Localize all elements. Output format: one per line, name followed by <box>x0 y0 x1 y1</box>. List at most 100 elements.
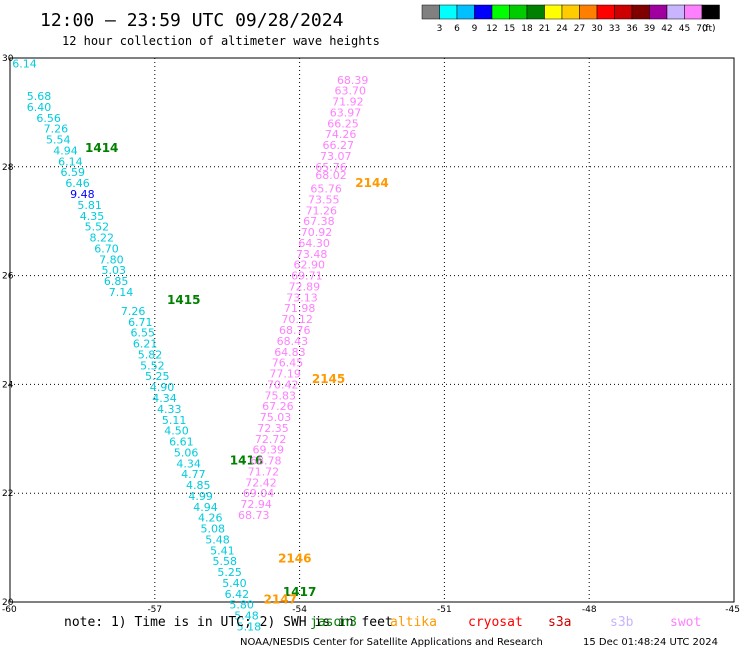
wave-height-label: 5.80 <box>229 599 254 612</box>
wave-height-label: 65.76 <box>310 183 342 196</box>
footer-timestamp: 15 Dec 01:48:24 UTC 2024 <box>583 637 718 648</box>
wave-height-label: 73.55 <box>308 193 340 206</box>
track-number-label: 1415 <box>167 293 200 307</box>
wave-height-label: 6.14 <box>12 57 37 70</box>
track-number-label: 1416 <box>230 454 263 468</box>
y-tick-label: 28 <box>2 163 14 173</box>
wave-height-label: 4.94 <box>53 144 78 157</box>
series-swot: 68.3963.7071.9263.9766.2574.2666.2773.07… <box>238 74 389 607</box>
wave-height-label: 71.26 <box>306 204 338 217</box>
wave-height-label: 6.61 <box>169 436 194 449</box>
colorbar-label: 21 <box>539 24 550 34</box>
wave-height-label: 4.35 <box>80 210 105 223</box>
wave-height-label: 4.33 <box>157 403 182 416</box>
wave-height-label: 64.30 <box>298 237 330 250</box>
wave-height-label: 5.52 <box>140 359 165 372</box>
track-number-label: 2146 <box>278 551 311 565</box>
colorbar-label: 3 <box>437 24 443 34</box>
track-number-label: 2144 <box>355 176 388 190</box>
wave-height-label: 5.08 <box>200 523 225 536</box>
wave-height-label: 68.78 <box>250 455 282 468</box>
wave-height-label: 4.34 <box>152 392 177 405</box>
legend-entry-altika: altika <box>390 615 437 630</box>
colorbar-swatch <box>684 4 703 20</box>
y-tick-label: 30 <box>2 54 14 64</box>
footer-note: note: 1) Time is in UTC; 2) SWH is in fe… <box>64 615 393 630</box>
y-tick-label: 26 <box>2 272 14 282</box>
x-tick-label: -51 <box>437 605 452 615</box>
colorbar-swatch <box>631 4 650 20</box>
wave-height-label: 5.25 <box>217 566 242 579</box>
wave-height-label: 68.43 <box>277 335 309 348</box>
colorbar-swatch <box>421 4 440 20</box>
wave-height-label: 62.90 <box>294 259 326 272</box>
wave-height-label: 6.40 <box>27 101 52 114</box>
wave-height-label: 6.85 <box>104 275 129 288</box>
wave-height-label: 4.85 <box>186 479 211 492</box>
colorbar-label: 45 <box>679 24 690 34</box>
wave-height-label: 77.19 <box>269 368 301 381</box>
wave-height-label: 66.25 <box>327 117 359 130</box>
wave-height-label: 72.42 <box>245 476 277 489</box>
wave-height-label: 72.35 <box>257 422 289 435</box>
colorbar-label: (ft) <box>702 24 716 34</box>
data-marks: 6.145.686.406.567.265.544.946.146.596.46… <box>12 57 388 633</box>
wave-height-label: 6.70 <box>94 242 119 255</box>
colorbar-swatch <box>596 4 615 20</box>
wave-height-label: 67.26 <box>262 400 294 413</box>
wave-height-label: 5.54 <box>46 134 71 147</box>
wave-height-label: 6.21 <box>133 338 158 351</box>
wave-height-label: 5.82 <box>138 348 163 361</box>
wave-height-label: 5.25 <box>145 370 170 383</box>
wave-height-label: 73.13 <box>286 291 318 304</box>
wave-height-label: 66.27 <box>322 139 354 152</box>
colorbar-swatch <box>666 4 685 20</box>
wave-height-label: 6.46 <box>65 177 90 190</box>
wave-height-label: 7.80 <box>99 253 124 266</box>
track-number-label: 1417 <box>283 585 316 599</box>
wave-height-label: 68.76 <box>279 324 311 337</box>
wave-height-label: 6.59 <box>60 166 85 179</box>
wave-height-label: 70.12 <box>281 313 313 326</box>
wave-height-label: 65.76 <box>315 161 347 174</box>
y-tick-label: 24 <box>2 380 14 390</box>
wave-height-label: 68.73 <box>238 509 270 522</box>
wave-height-label: 5.48 <box>234 610 259 623</box>
colorbar-label: 30 <box>591 24 603 34</box>
x-tick-label: -48 <box>582 605 597 615</box>
wave-height-label: 6.71 <box>128 316 153 329</box>
wave-height-label: 4.99 <box>188 490 213 503</box>
colorbar-label: 39 <box>644 24 656 34</box>
wave-height-label: 74.26 <box>325 128 357 141</box>
wave-height-label: 7.26 <box>44 123 69 136</box>
colorbar-label: 24 <box>556 24 568 34</box>
wave-height-label: 72.72 <box>255 433 287 446</box>
colorbar-label: 6 <box>454 24 460 34</box>
plot-area <box>9 57 735 603</box>
grid-lines <box>10 58 734 602</box>
colorbar-label: 15 <box>504 24 515 34</box>
wave-height-label: 71.98 <box>284 302 316 315</box>
legend: jason3 altika cryosat s3a s3b swot <box>310 615 701 630</box>
colorbar-swatch <box>701 4 720 20</box>
wave-height-label: 4.26 <box>198 512 223 525</box>
wave-height-label: 69.04 <box>243 487 275 500</box>
wave-height-label: 5.40 <box>222 577 247 590</box>
chart-subtitle: 12 hour collection of altimeter wave hei… <box>62 34 380 48</box>
wave-height-label: 70.42 <box>267 378 299 391</box>
footer-credit: NOAA/NESDIS Center for Satellite Applica… <box>240 637 543 648</box>
wave-height-label: 73.07 <box>320 150 352 163</box>
legend-entry-swot: swot <box>670 615 701 630</box>
wave-height-label: 6.55 <box>130 327 155 340</box>
wave-height-label: 5.52 <box>85 221 110 234</box>
colorbar-swatch <box>579 4 598 20</box>
wave-height-label: 4.94 <box>193 501 218 514</box>
legend-entry-cryosat: cryosat <box>468 615 523 630</box>
wave-height-label: 69.71 <box>291 270 323 283</box>
wave-height-label: 5.81 <box>77 199 102 212</box>
wave-height-label: 9.48 <box>70 188 95 201</box>
colorbar-swatch <box>439 4 458 20</box>
colorbar-swatch <box>561 4 580 20</box>
wave-height-label: 75.83 <box>265 389 297 402</box>
